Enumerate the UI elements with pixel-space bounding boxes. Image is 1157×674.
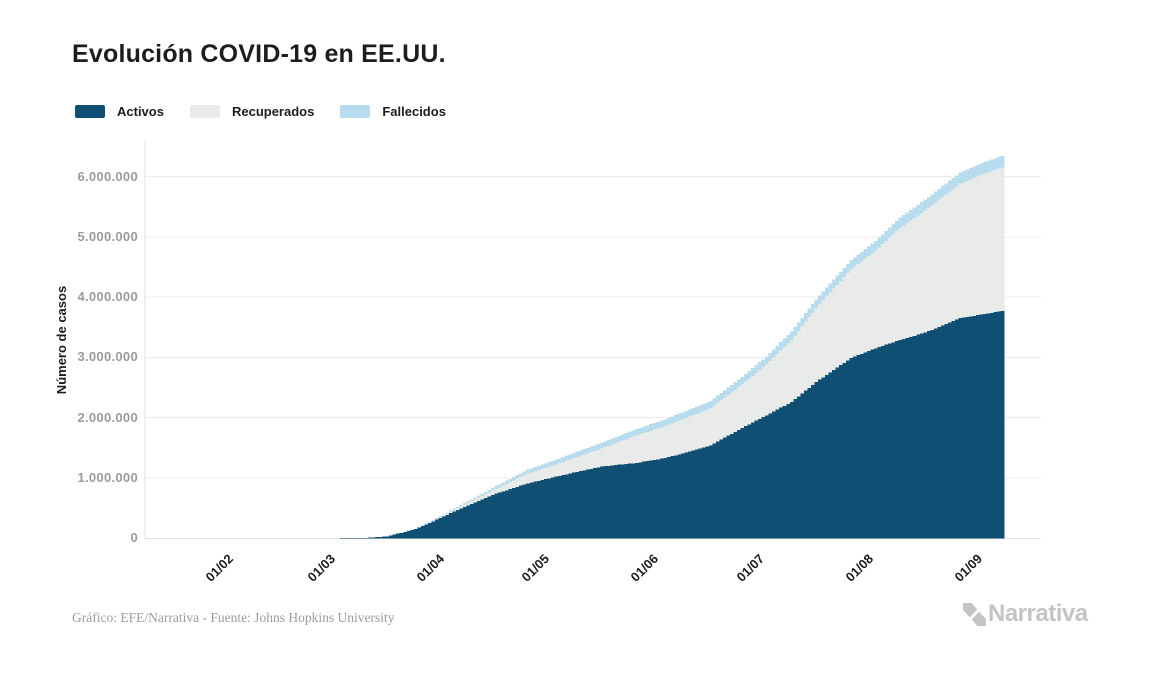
legend-item-activos: Activos [75,104,164,119]
legend: Activos Recuperados Fallecidos [75,104,446,119]
legend-item-recuperados: Recuperados [189,104,315,119]
legend-label-fallecidos: Fallecidos [382,104,446,119]
narrativa-logo-text: Narrativa [988,600,1088,627]
y-tick-label: 0 [130,530,138,546]
legend-label-activos: Activos [117,104,164,119]
y-tick-label: 6.000.000 [77,168,138,184]
legend-label-recuperados: Recuperados [231,104,315,119]
y-tick-label: 1.000.000 [77,470,138,485]
legend-item-fallecidos: Fallecidos [340,104,446,119]
y-tick-label: 2.000.000 [77,409,138,425]
y-axis-title: Número de casos [54,285,69,395]
legend-swatch-activos [75,105,105,118]
y-tick-label: 5.000.000 [77,228,138,244]
narrativa-logo: Narrativa [963,602,1088,626]
y-tick-label: 4.000.000 [77,289,138,305]
narrativa-n-icon [963,602,986,626]
source-credit: Gráfico: EFE/Narrativa - Fuente: Johns H… [72,610,395,625]
legend-swatch-fallecidos [340,105,371,118]
chart-title: Evolución COVID-19 en EE.UU. [72,40,446,68]
legend-swatch-recuperados [189,105,220,118]
y-tick-label: 3.000.000 [77,349,138,365]
